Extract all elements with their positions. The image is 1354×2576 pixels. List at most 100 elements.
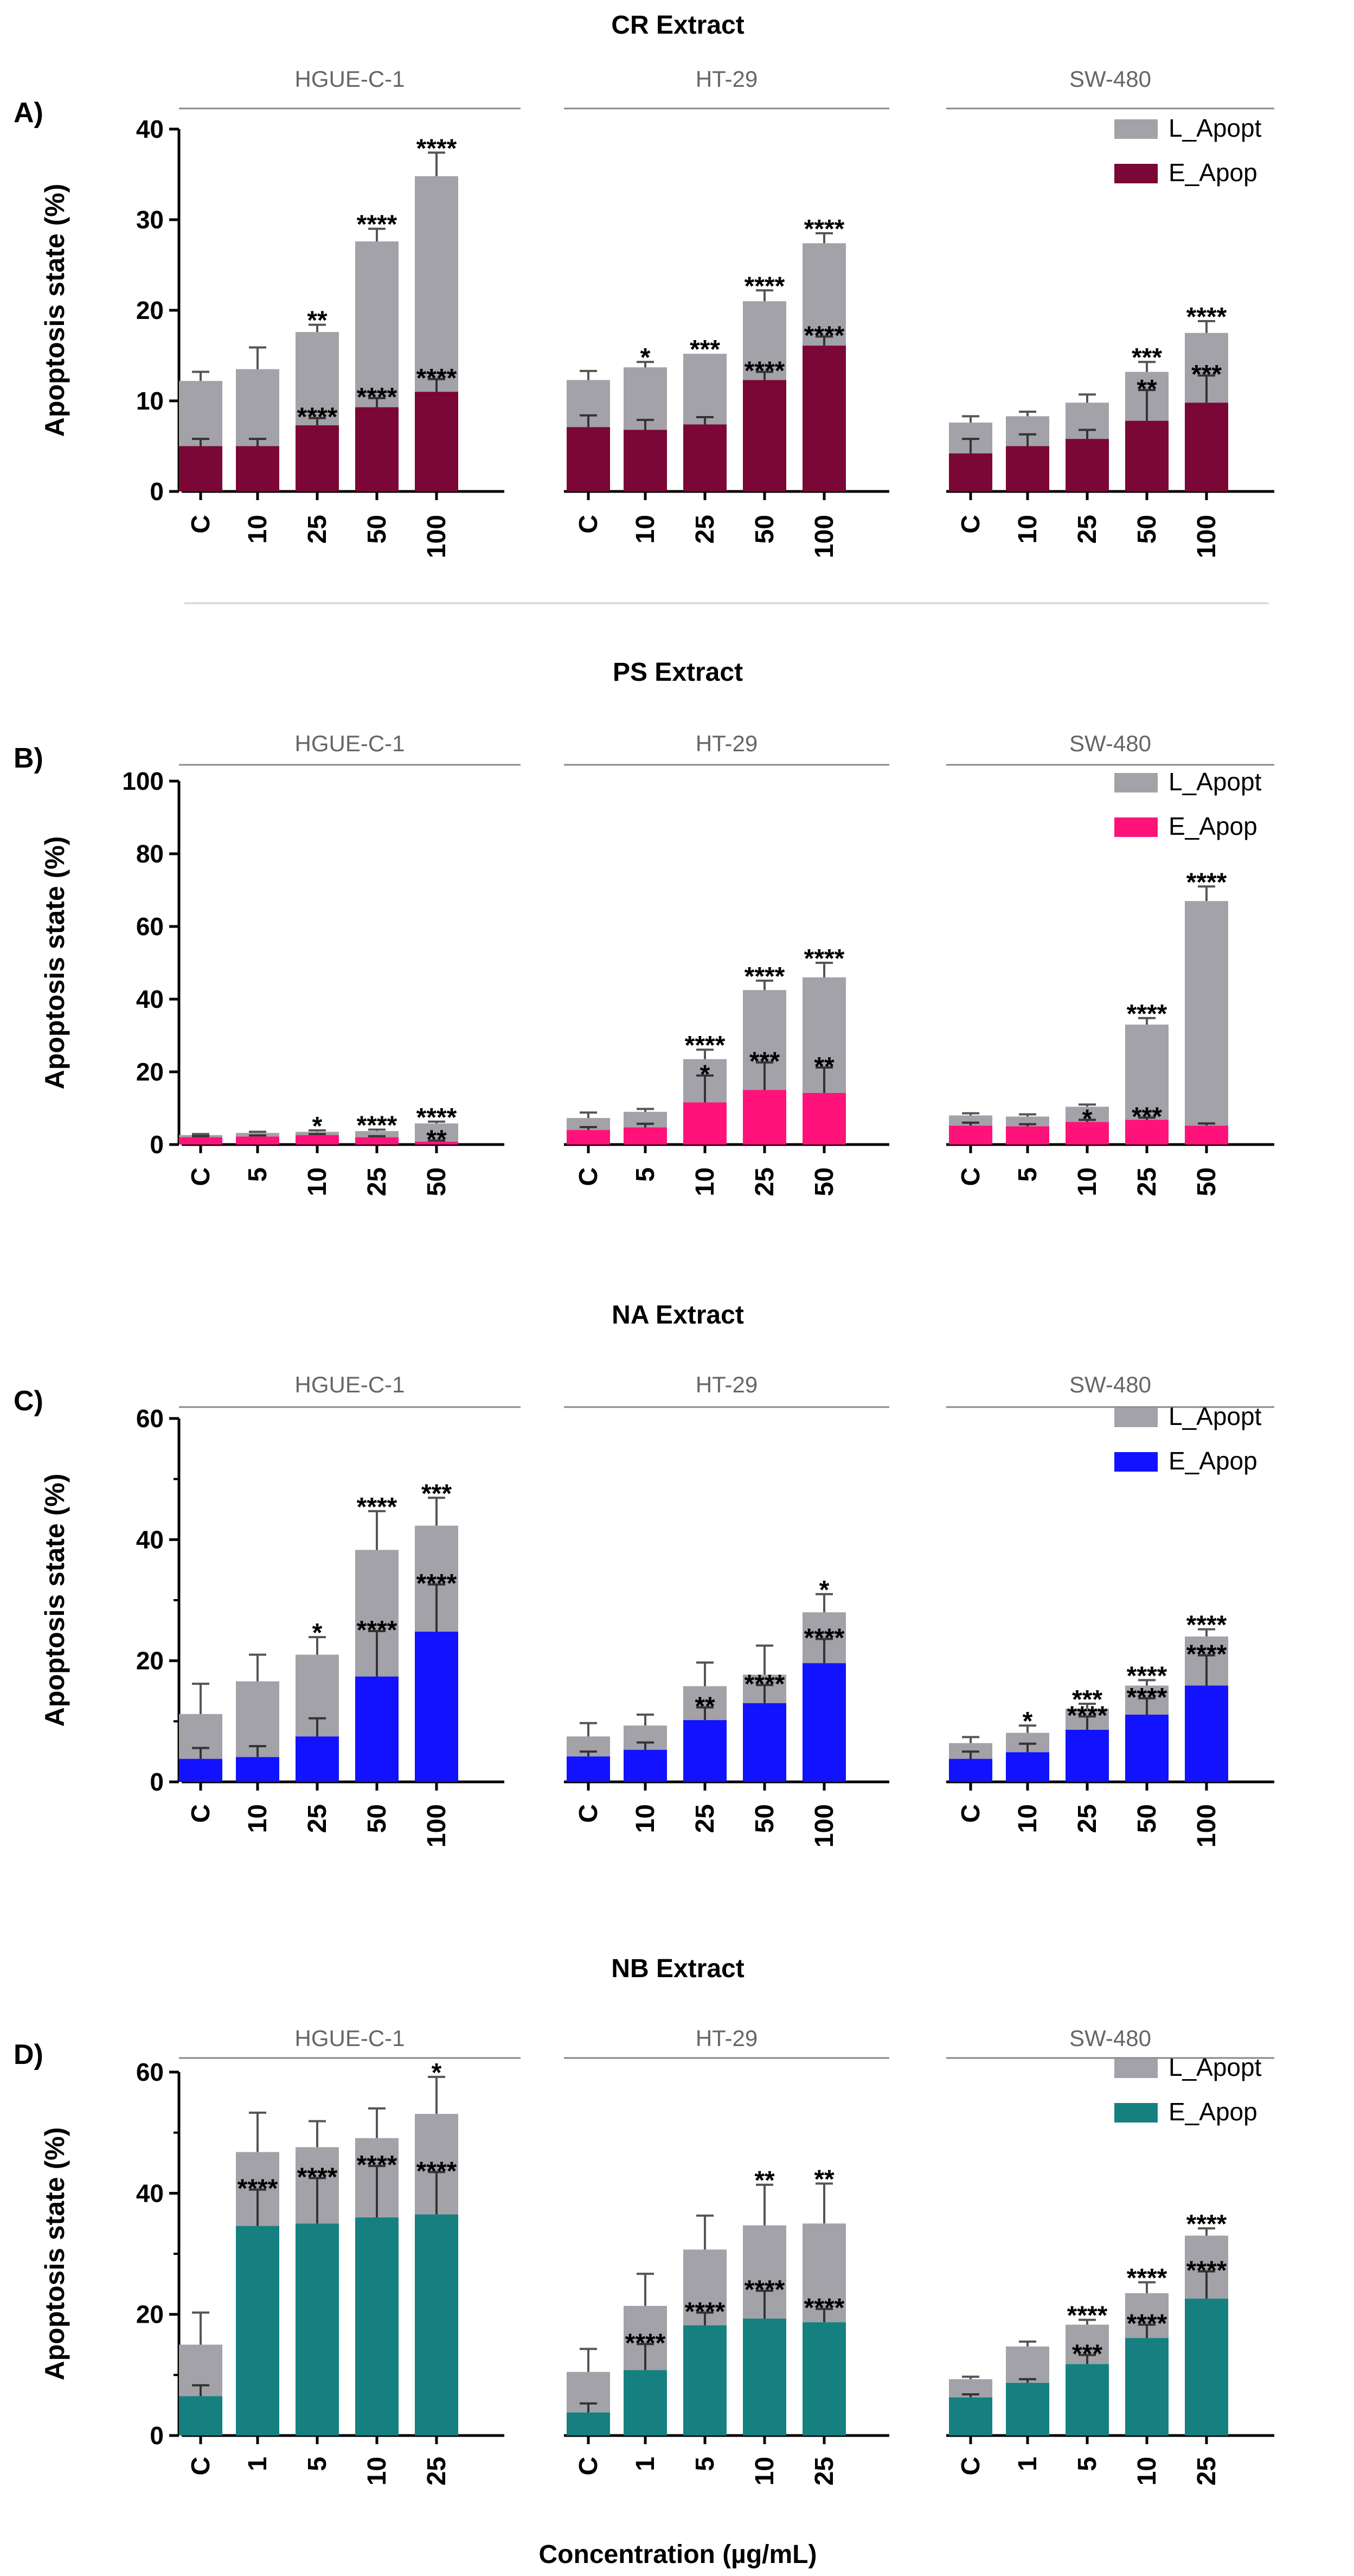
bar-late-25: [355, 1131, 399, 1137]
panel-3: NB Extract D) Apoptosis state (%) 0 20 40 60 HG…: [14, 1954, 1274, 2485]
x-axis-label: Concentration (µg/mL): [539, 2540, 817, 2569]
category-label: 50: [750, 515, 779, 544]
bar-early-100: [415, 1632, 458, 1782]
category-label: 25: [422, 2457, 451, 2485]
significance-late: ****: [1127, 2264, 1167, 2292]
bar-early-25: [296, 425, 339, 491]
significance-early: ****: [238, 2175, 278, 2203]
significance-early: ****: [1186, 2256, 1227, 2285]
group-label: SW-480: [1069, 1372, 1151, 1397]
category-label: C: [574, 1167, 603, 1186]
significance-early: *: [1082, 1104, 1093, 1133]
significance-early: ****: [804, 2294, 845, 2323]
bar-early-10: [624, 1749, 667, 1782]
panel-title: NB Extract: [611, 1954, 744, 1983]
significance-late: **: [754, 2166, 775, 2195]
category-label: 50: [363, 1804, 392, 1833]
bar-early-25: [1066, 439, 1109, 491]
y-tick-label: 60: [136, 2058, 164, 2086]
bar-early-1: [236, 2226, 279, 2436]
significance-early: ***: [1072, 2340, 1102, 2368]
bar-early-C: [567, 1756, 610, 1782]
significance-late: ****: [416, 1103, 457, 1132]
significance-late: ****: [745, 272, 785, 301]
bar-early-100: [1185, 402, 1228, 491]
significance-early: ****: [1127, 1683, 1167, 1712]
category-label: 50: [422, 1167, 451, 1196]
significance-late: ****: [1186, 303, 1227, 331]
bar-late-C: [949, 1115, 992, 1126]
significance-early: ****: [357, 2151, 397, 2179]
category-label: 5: [631, 1167, 660, 1182]
significance-late: *: [819, 1576, 830, 1605]
legend-swatch-late: [1114, 773, 1158, 792]
significance-late: ****: [1186, 2210, 1227, 2239]
category-label: 5: [243, 1167, 272, 1182]
bar-early-5: [1066, 2364, 1109, 2436]
bar-early-100: [803, 346, 846, 491]
bar-early-10: [296, 1135, 339, 1145]
category-label: C: [957, 515, 985, 534]
y-tick-label: 40: [136, 2179, 164, 2207]
category-label: 10: [1133, 2457, 1162, 2485]
category-label: C: [957, 2457, 985, 2476]
bar-early-25: [683, 1720, 727, 1782]
bar-early-5: [683, 2325, 727, 2436]
bar-late-25: [296, 332, 339, 426]
group-label: HGUE-C-1: [294, 731, 405, 756]
category-label: C: [187, 2457, 215, 2476]
category-label: 25: [750, 1167, 779, 1196]
bar-early-10: [683, 1102, 727, 1145]
y-axis-label: Apoptosis state (%): [40, 184, 70, 437]
significance-early: ****: [416, 364, 457, 393]
group-HGUE-C-1: HGUE-C-1C 5 10*25****50******: [179, 731, 521, 1196]
category-label: 100: [1192, 1804, 1221, 1848]
panel-0: CR Extract A) Apoptosis state (%) 0 10 20 30 40…: [14, 11, 1274, 558]
category-label: 50: [363, 515, 392, 544]
significance-late: *: [640, 343, 651, 372]
y-tick-label: 20: [136, 296, 164, 324]
bar-early-C: [179, 1759, 222, 1782]
bar-late-10: [236, 369, 279, 446]
bar-early-C: [949, 453, 992, 491]
significance-early: ****: [685, 2297, 726, 2326]
category-label: 25: [363, 1167, 392, 1196]
legend-swatch-early: [1114, 817, 1158, 837]
group-HT-29: HT-29C 1****5****10******25******: [564, 2025, 889, 2485]
y-tick-label: 40: [136, 115, 164, 143]
significance-late: ****: [357, 210, 397, 239]
legend: L_Apopt E_Apop: [1114, 114, 1262, 187]
bar-late-100: [415, 176, 458, 392]
significance-late: *: [1023, 1707, 1033, 1736]
significance-early: **: [814, 1052, 835, 1081]
significance-early: ****: [1067, 1701, 1108, 1730]
group-label: HGUE-C-1: [294, 1372, 405, 1397]
group-HT-29: HT-29 C 10 * 25 *** 50 **** **** 100 **** ****: [564, 66, 889, 558]
category-label: 1: [631, 2457, 660, 2471]
legend-swatch-early: [1114, 1452, 1158, 1472]
bar-early-C: [567, 427, 610, 491]
bar-early-50: [743, 1703, 786, 1782]
category-label: 25: [1073, 515, 1102, 544]
significance-late: **: [307, 306, 328, 335]
panel-label: D): [14, 2039, 43, 2070]
category-label: 25: [1133, 1167, 1162, 1196]
bar-early-1: [1006, 2382, 1049, 2436]
legend-label-early: E_Apop: [1169, 2098, 1257, 2126]
y-axis-label: Apoptosis state (%): [40, 836, 70, 1090]
bar-early-C: [949, 2397, 992, 2436]
y-tick-label: 60: [136, 1404, 164, 1433]
significance-early: *: [700, 1060, 710, 1089]
significance-late: ****: [357, 1111, 397, 1140]
category-label: 50: [750, 1804, 779, 1833]
category-label: 10: [243, 1804, 272, 1833]
significance-early: **: [695, 1692, 715, 1721]
y-tick-label: 10: [136, 387, 164, 415]
y-tick-label: 20: [136, 1647, 164, 1675]
significance-late: ****: [1186, 868, 1227, 897]
category-label: 100: [810, 1804, 839, 1848]
legend-label-late: L_Apopt: [1169, 114, 1262, 142]
bar-late-50: [415, 1123, 458, 1142]
significance-late: ****: [1067, 2302, 1108, 2330]
